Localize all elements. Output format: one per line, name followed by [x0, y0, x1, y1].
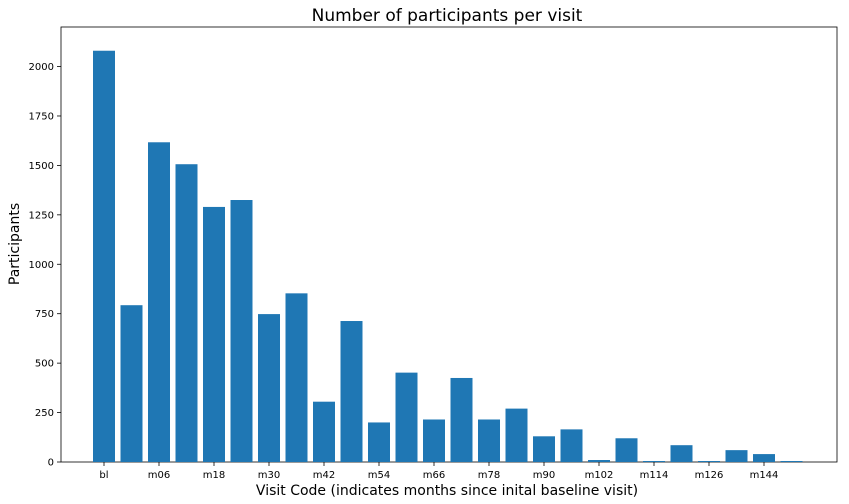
bar	[120, 305, 143, 462]
bar	[395, 372, 418, 462]
y-axis-label: Participants	[7, 203, 23, 285]
bar	[450, 377, 473, 462]
chart-title: Number of participants per visit	[312, 6, 583, 26]
bar	[753, 454, 775, 462]
bar	[560, 429, 583, 463]
bar	[670, 445, 693, 462]
bar	[368, 422, 390, 462]
bar	[230, 200, 253, 462]
x-axis-label: Visit Code (indicates months since inita…	[256, 483, 638, 499]
x-axis: bl m06 m18 m30 m42 m54 m66 m78 m90 m102 m114 m126 m1…	[99, 462, 778, 481]
bar	[175, 164, 198, 462]
x-tick-label: m42	[313, 470, 335, 481]
bar	[285, 293, 308, 462]
bar	[258, 314, 280, 462]
y-tick-label: 250	[35, 408, 54, 419]
x-tick-label: m54	[368, 470, 390, 481]
bar	[643, 461, 665, 462]
y-tick-label: 500	[35, 359, 54, 370]
x-tick-label: m66	[423, 470, 445, 481]
bar	[615, 438, 638, 462]
bar	[533, 436, 555, 462]
bar	[478, 419, 500, 462]
bars-group	[93, 50, 803, 463]
bar	[505, 408, 528, 462]
x-tick-label: m90	[533, 470, 555, 481]
bar	[203, 206, 225, 462]
bar	[698, 461, 720, 462]
bar	[148, 142, 170, 462]
x-tick-label: m114	[640, 470, 669, 481]
y-tick-label: 1000	[29, 260, 54, 271]
bar	[313, 401, 335, 462]
y-tick-label: 1250	[29, 210, 54, 221]
x-tick-label: bl	[99, 470, 108, 481]
y-tick-label: 2000	[29, 62, 54, 73]
x-tick-label: m144	[750, 470, 779, 481]
bar	[588, 460, 610, 462]
y-tick-label: 1750	[29, 111, 54, 122]
x-tick-label: m78	[478, 470, 500, 481]
x-tick-label: m102	[585, 470, 614, 481]
y-axis: 0 250 500 750 1000 1250 1500 1750 2000	[29, 62, 61, 469]
y-tick-label: 750	[35, 309, 54, 320]
bar	[725, 450, 748, 462]
bar	[93, 50, 115, 462]
bar	[340, 321, 363, 462]
y-tick-label: 1500	[29, 161, 54, 172]
bar	[423, 419, 445, 462]
x-tick-label: m30	[258, 470, 280, 481]
x-tick-label: m126	[695, 470, 724, 481]
bar	[780, 461, 803, 462]
x-tick-label: m06	[148, 470, 170, 481]
y-tick-label: 0	[48, 458, 54, 469]
x-tick-label: m18	[203, 470, 225, 481]
